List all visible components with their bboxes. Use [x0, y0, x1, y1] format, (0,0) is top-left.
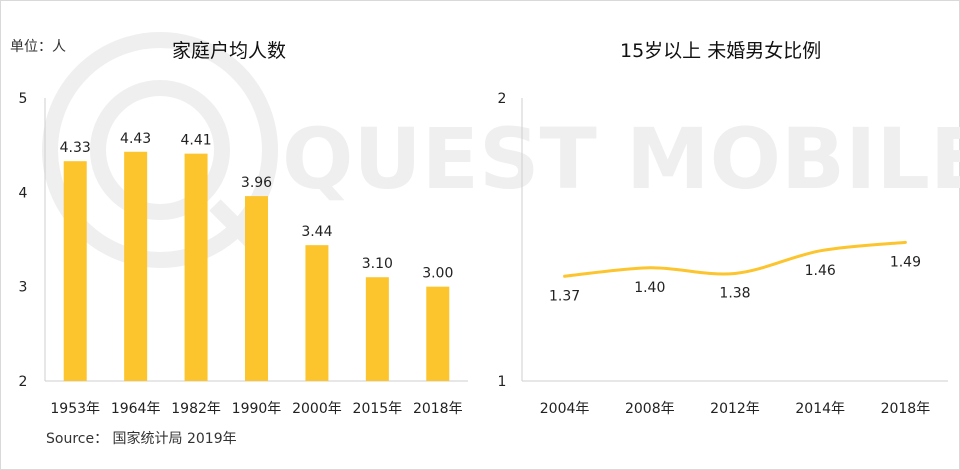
line-x-tick-label: 2018年 [881, 401, 931, 417]
watermark-text: QUEST MOBILE [282, 110, 960, 208]
bar-x-tick-label: 1982年 [171, 401, 221, 417]
bar-x-tick-label: 2000年 [292, 401, 342, 417]
line-data-label: 1.37 [549, 288, 580, 304]
unit-label: 单位：人 [10, 39, 66, 55]
bar-data-label: 4.43 [120, 131, 151, 147]
bar [426, 286, 450, 381]
bar [305, 245, 329, 381]
bar [245, 196, 268, 381]
bar-y-tick-label: 2 [19, 374, 28, 390]
bar-y-tick-label: 3 [19, 280, 28, 296]
line-chart-title: 15岁以上 未婚男女比例 [620, 40, 822, 62]
bar [184, 153, 208, 381]
bar-x-tick-label: 1990年 [232, 401, 282, 417]
bar-data-label: 3.96 [241, 175, 272, 191]
line-chart: 1 2 1.37 2004年 1.40 2008年 1.38 2012年 1.46 2014年 1.… [498, 91, 948, 417]
line-y-tick-label: 2 [498, 91, 507, 107]
bar-data-label: 4.33 [60, 140, 91, 156]
line-x-tick-label: 2004年 [540, 401, 590, 417]
bar-data-label: 3.10 [362, 256, 393, 272]
line-series [563, 240, 907, 278]
bar [63, 161, 87, 381]
bar-x-tick-label: 1964年 [111, 401, 161, 417]
bar-data-label: 3.00 [422, 266, 453, 282]
line-data-label: 1.40 [634, 280, 665, 296]
bar-x-tick-label: 1953年 [50, 401, 100, 417]
watermark-logo-icon [42, 32, 278, 268]
bar [365, 277, 389, 381]
line-x-tick-label: 2012年 [710, 401, 760, 417]
line-x-tick-label: 2014年 [795, 401, 845, 417]
line-data-label: 1.49 [890, 254, 921, 270]
line-y-tick-label: 1 [498, 374, 507, 390]
bar-y-tick-label: 5 [19, 91, 28, 107]
bar [124, 151, 148, 381]
line-x-tick-label: 2008年 [625, 401, 675, 417]
bar-data-label: 4.41 [180, 133, 211, 149]
bar-y-tick-label: 4 [19, 185, 28, 201]
source-label: Source： 国家统计局 2019年 [46, 431, 237, 447]
line-data-label: 1.38 [719, 285, 750, 301]
bar-x-tick-label: 2015年 [353, 401, 403, 417]
bar-data-label: 3.44 [301, 224, 332, 240]
bar-chart-title: 家庭户均人数 [172, 40, 287, 62]
bar-chart: 2 3 4 5 4.33 1953年 4.43 1964年 4.41 1982年 3.96 1990年… [19, 91, 468, 417]
line-data-label: 1.46 [805, 263, 836, 279]
bar-x-tick-label: 2018年 [413, 401, 463, 417]
